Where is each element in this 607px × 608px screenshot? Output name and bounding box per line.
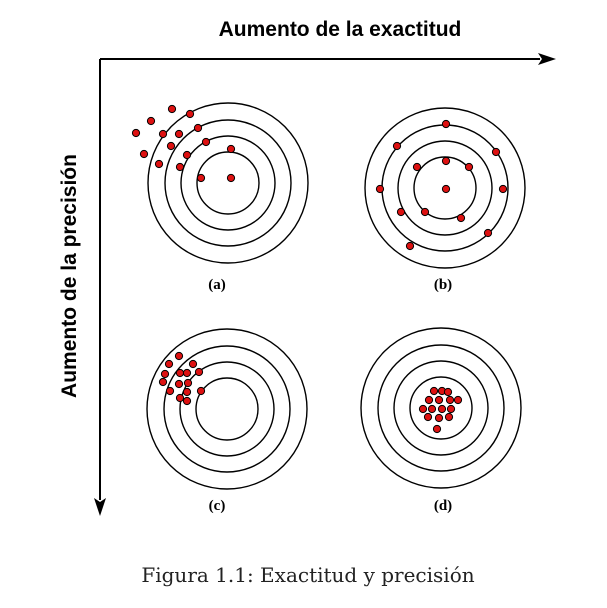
shot-marker [165,386,175,396]
shot-marker [194,367,204,377]
target-ring-outer [147,102,309,264]
shot-marker [160,369,170,379]
shot-marker [146,116,156,126]
target-ring-bullseye [195,377,259,441]
x-axis-arrowhead [538,53,556,65]
shot-marker [167,104,177,114]
shot-marker [427,404,437,414]
y-axis-title: Aumento de la precisión [58,154,81,398]
shot-marker [196,386,206,396]
shot-marker [154,159,164,169]
panel-label-c: (c) [209,498,226,514]
shot-marker [185,109,195,119]
panel-label-a: (a) [208,277,226,293]
shot-marker [412,162,422,172]
shot-marker [174,351,184,361]
shot-marker [491,147,501,157]
shot-marker [441,156,451,166]
target-ring-2 [393,360,489,456]
target-ring-2 [179,361,275,457]
shot-group [375,119,508,251]
shot-marker [193,123,203,133]
figure-caption: Figura 1.1: Exactitud y precisión [141,563,474,587]
shot-marker [183,378,193,388]
target-ring-bullseye [409,376,473,440]
shot-marker [158,129,168,139]
shot-marker [131,128,141,138]
shot-marker [443,387,453,397]
target-ring-2 [397,140,493,236]
shot-marker [434,395,444,405]
shot-marker [437,404,447,414]
shot-marker [174,129,184,139]
target-panel-a: (a) [131,102,309,293]
shot-marker [418,404,428,414]
shot-marker [432,424,442,434]
target-ring-bullseye [413,156,477,220]
shot-marker [434,413,444,423]
shot-marker [175,393,185,403]
target-ring-3 [377,344,505,472]
target-panel-b: (b) [364,107,526,293]
shot-marker [164,359,174,369]
shot-marker [423,412,433,422]
shot-marker [226,144,236,154]
shot-marker [444,412,454,422]
x-axis-title: Aumento de la exactitud [219,18,462,41]
shot-marker [182,396,192,406]
shot-marker [175,162,185,172]
shot-marker [174,379,184,389]
shot-marker [441,184,451,194]
shot-marker [483,228,493,238]
shot-marker [175,368,185,378]
target-panel-c: (c) [146,328,308,514]
shot-marker [182,387,192,397]
target-panel-d: (d) [360,327,522,514]
target-ring-3 [164,119,292,247]
target-ring-3 [163,345,291,473]
shot-marker [182,150,192,160]
shot-marker [158,377,168,387]
shot-group [418,386,463,434]
shot-marker [201,137,211,147]
shot-marker [420,207,430,217]
shot-marker [375,184,385,194]
target-ring-outer [146,328,308,490]
shot-marker [429,386,439,396]
shot-marker [453,395,463,405]
shot-marker [196,173,206,183]
shot-marker [446,404,456,414]
shot-marker [188,359,198,369]
target-ring-bullseye [196,151,260,215]
shot-marker [396,207,406,217]
panel-label-b: (b) [434,277,452,293]
panel-label-d: (d) [434,498,452,514]
target-ring-2 [180,135,276,231]
y-axis-arrowhead [94,498,106,516]
shot-marker [456,213,466,223]
shot-marker [424,395,434,405]
shot-group [131,104,236,183]
shot-marker [405,241,415,251]
target-ring-outer [364,107,526,269]
shot-marker [166,141,176,151]
shot-group [158,351,206,406]
shot-marker [392,141,402,151]
shot-marker [182,368,192,378]
shot-marker [498,184,508,194]
shot-marker [226,173,236,183]
shot-marker [445,395,455,405]
shot-marker [464,162,474,172]
shot-marker [139,149,149,159]
target-ring-outer [360,327,522,489]
shot-marker [441,119,451,129]
